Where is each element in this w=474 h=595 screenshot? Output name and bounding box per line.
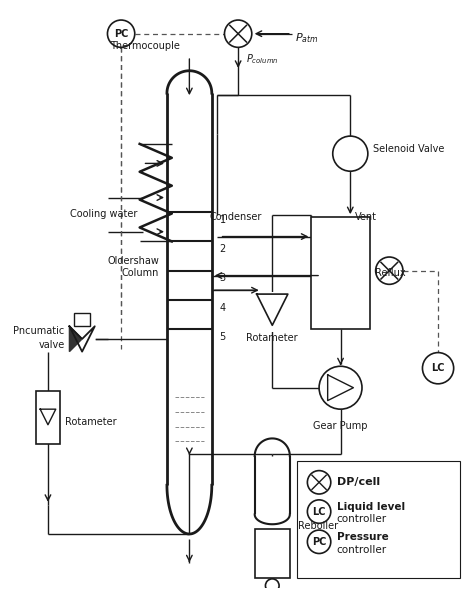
Text: DP/cell: DP/cell (337, 477, 380, 487)
Text: 1: 1 (219, 215, 226, 225)
Polygon shape (69, 326, 82, 352)
Text: LC: LC (431, 363, 445, 373)
Circle shape (307, 500, 331, 523)
Text: Condenser: Condenser (210, 212, 262, 222)
Text: Gear Pump: Gear Pump (313, 421, 368, 431)
Text: 4: 4 (219, 303, 226, 313)
Text: Thermocouple: Thermocouple (110, 41, 180, 51)
Text: 2: 2 (219, 244, 226, 254)
Bar (255, 292, 290, 332)
Circle shape (225, 20, 252, 48)
Bar (74, 312, 90, 326)
Text: Rotameter: Rotameter (64, 417, 116, 427)
Text: Reflux: Reflux (374, 268, 405, 278)
Text: Oldershaw: Oldershaw (107, 256, 159, 266)
Circle shape (333, 136, 368, 171)
Text: Selenoid Valve: Selenoid Valve (373, 144, 444, 154)
Text: $P_{column}$: $P_{column}$ (246, 52, 278, 66)
Circle shape (422, 353, 454, 384)
Text: PC: PC (312, 537, 326, 547)
Text: controller: controller (337, 544, 387, 555)
Text: 3: 3 (219, 274, 226, 283)
Text: Liquid level: Liquid level (337, 502, 405, 512)
Text: Reboiler: Reboiler (298, 521, 338, 531)
Bar (36, 391, 60, 444)
Polygon shape (82, 326, 95, 352)
Circle shape (307, 471, 331, 494)
Text: Vent: Vent (355, 212, 377, 222)
Text: controller: controller (337, 514, 387, 524)
Bar (311, 217, 370, 329)
Bar (297, 461, 461, 578)
Text: $P_{atm}$: $P_{atm}$ (295, 31, 318, 45)
Circle shape (376, 257, 403, 284)
Circle shape (319, 367, 362, 409)
Text: PC: PC (114, 29, 128, 39)
Circle shape (307, 530, 331, 553)
Text: Cooling water: Cooling water (70, 209, 137, 219)
Text: LC: LC (312, 506, 326, 516)
Circle shape (108, 20, 135, 48)
Text: 5: 5 (219, 332, 226, 342)
Text: Column: Column (122, 268, 159, 278)
Circle shape (265, 579, 279, 593)
Polygon shape (272, 593, 281, 595)
Text: Pressure: Pressure (337, 532, 388, 542)
Text: Pncumatic: Pncumatic (13, 326, 64, 336)
Polygon shape (264, 593, 272, 595)
Text: valve: valve (38, 340, 64, 350)
Text: Rotameter: Rotameter (246, 333, 298, 343)
Bar (255, 529, 290, 578)
